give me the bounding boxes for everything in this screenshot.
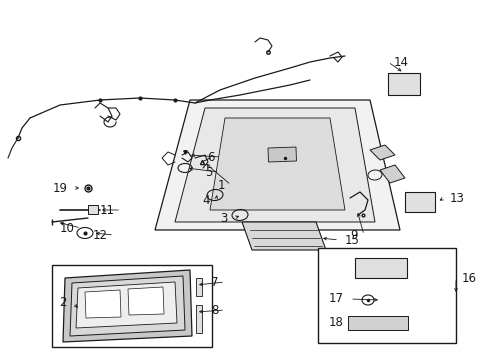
Text: 3: 3 xyxy=(220,212,227,225)
Polygon shape xyxy=(76,282,177,328)
Text: 12: 12 xyxy=(93,229,108,242)
Polygon shape xyxy=(209,118,345,210)
Text: 9: 9 xyxy=(350,229,357,242)
Text: 7: 7 xyxy=(211,275,219,288)
Bar xyxy=(267,147,296,162)
Text: 18: 18 xyxy=(328,316,343,329)
Bar xyxy=(354,258,406,278)
Text: 5: 5 xyxy=(205,166,213,179)
Polygon shape xyxy=(242,222,325,250)
Text: 10: 10 xyxy=(60,221,75,234)
Polygon shape xyxy=(379,165,404,183)
Text: 13: 13 xyxy=(449,192,464,204)
Text: 6: 6 xyxy=(207,150,215,163)
Text: 1: 1 xyxy=(217,179,224,192)
Bar xyxy=(52,265,212,347)
Text: 4: 4 xyxy=(202,194,209,207)
Text: 19: 19 xyxy=(53,181,68,194)
Text: 16: 16 xyxy=(461,271,476,284)
Bar xyxy=(404,192,434,212)
Bar xyxy=(347,316,407,330)
Bar xyxy=(88,205,98,214)
Polygon shape xyxy=(175,108,374,222)
Bar xyxy=(196,305,202,333)
Polygon shape xyxy=(128,287,163,315)
Text: 17: 17 xyxy=(328,292,343,306)
Polygon shape xyxy=(70,276,184,336)
Polygon shape xyxy=(155,100,399,230)
Text: 11: 11 xyxy=(100,203,115,216)
Bar xyxy=(317,248,455,343)
Polygon shape xyxy=(63,270,192,342)
Polygon shape xyxy=(85,290,121,318)
Bar xyxy=(196,278,202,296)
Text: 14: 14 xyxy=(393,55,408,68)
Text: 15: 15 xyxy=(345,234,359,247)
Bar xyxy=(387,73,419,95)
Polygon shape xyxy=(369,145,394,160)
Text: 8: 8 xyxy=(211,303,219,316)
Text: 2: 2 xyxy=(60,297,67,310)
